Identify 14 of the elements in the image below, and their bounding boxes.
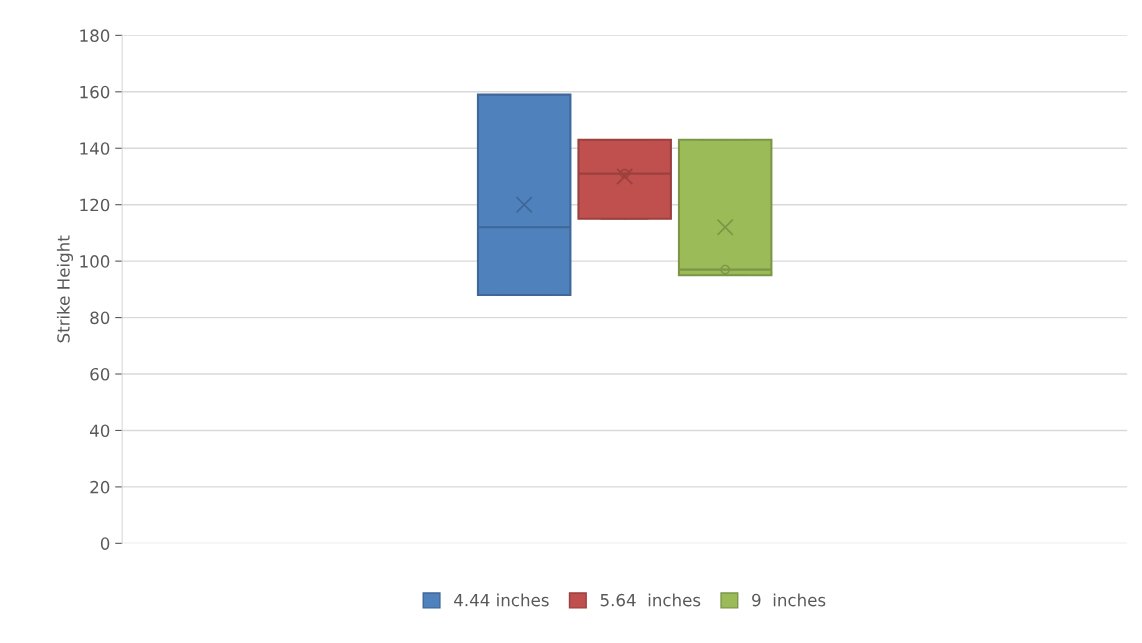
y-tick-label: 160 [80, 85, 110, 99]
y-tick-label: 140 [80, 142, 110, 155]
legend-label: 9 inches [752, 593, 826, 607]
y-tick-label: 0 [100, 537, 110, 550]
y-tick-label: 20 [90, 480, 110, 494]
y-tick-label: 120 [80, 198, 110, 212]
y-tick-label: 40 [90, 424, 110, 438]
y-axis-title: Strike Height [56, 235, 74, 343]
legend-label: 5.64 inches [600, 593, 701, 607]
y-tick-label: 180 [80, 29, 110, 42]
y-tick-label: 100 [80, 255, 110, 268]
legend-label: 4.44 inches [454, 593, 549, 607]
y-tick-label: 60 [90, 367, 110, 381]
y-tick-label: 80 [90, 311, 110, 325]
